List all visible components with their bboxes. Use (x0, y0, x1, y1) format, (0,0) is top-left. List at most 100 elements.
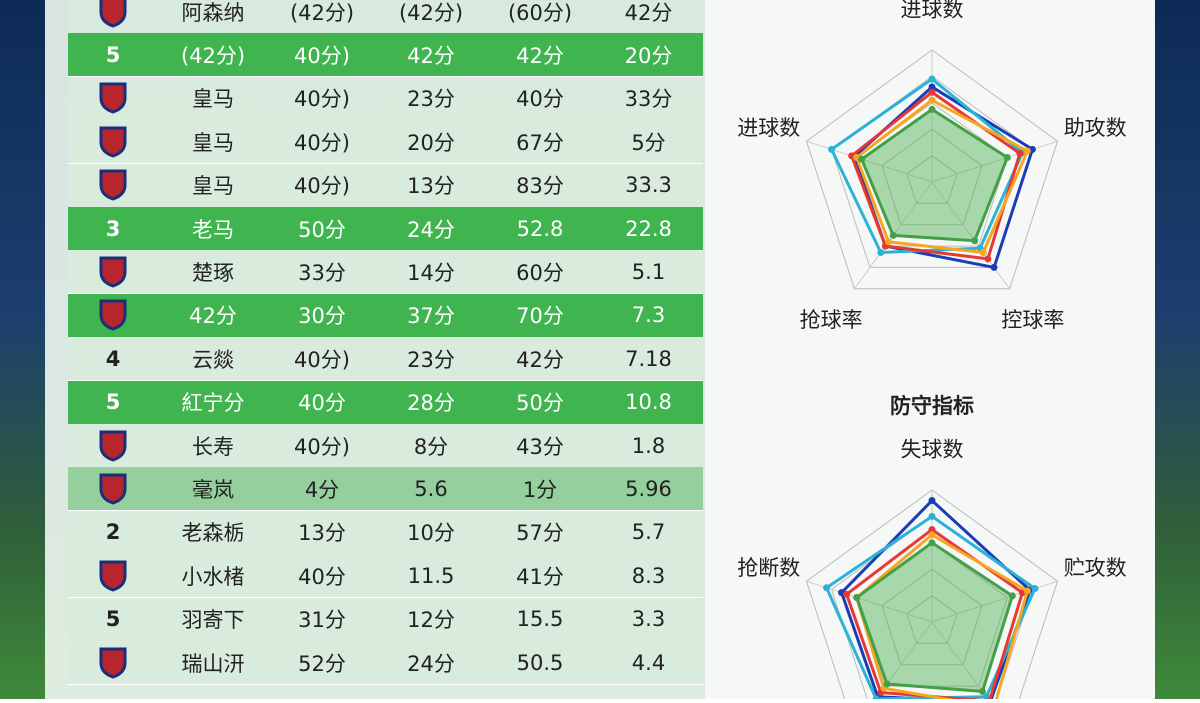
crest-icon (99, 560, 127, 592)
table-cell: 40分 (268, 387, 376, 417)
radar-axis-label: 失球数 (901, 437, 964, 461)
table-cell: 10分 (376, 517, 486, 547)
table-cell: 40分) (268, 431, 376, 461)
table-cell: 阿森纳 (158, 0, 268, 27)
radar-point (853, 594, 860, 601)
table-cell: 皇马 (158, 83, 268, 113)
table-cell: 50分 (486, 387, 594, 417)
radar-point (929, 97, 936, 104)
table-cell: 40分) (268, 127, 376, 157)
table-cell: 4 (68, 347, 158, 371)
crest-icon (99, 126, 127, 158)
team-crest (68, 647, 158, 679)
radar-point (971, 237, 978, 244)
table-cell: 2 (68, 520, 158, 544)
radar-title: 防守指标 (890, 394, 974, 418)
radar-point (885, 238, 892, 245)
table-cell: 52分 (268, 648, 376, 678)
table-cell: (60分) (486, 0, 594, 27)
table-cell: 20分 (376, 127, 486, 157)
crest-icon (99, 430, 127, 462)
radar-panel: 进球数助攻数控球率抢球率进球数失球数贮攻数抢断数防守指标 (705, 0, 1155, 699)
table-cell: 83分 (486, 170, 594, 200)
table-cell: 50.5 (486, 651, 594, 675)
table-cell: 11.5 (376, 564, 486, 588)
table-cell: 60分 (486, 257, 594, 287)
radar-point (929, 497, 936, 504)
radar-point (823, 584, 830, 591)
team-crest (68, 473, 158, 505)
team-crest (68, 560, 158, 592)
table-cell: 3 (68, 217, 158, 241)
table-cell: 8分 (376, 431, 486, 461)
table-cell: 5分 (594, 127, 703, 157)
table-cell: 40分) (268, 344, 376, 374)
radar-point (858, 156, 865, 163)
radar-point (1009, 592, 1016, 599)
table-cell: 10.8 (594, 390, 703, 414)
table-cell: 7.3 (594, 303, 703, 327)
radar-point (1031, 585, 1038, 592)
crest-icon (99, 0, 127, 28)
table-cell: 24分 (376, 648, 486, 678)
radar-axis-label: 进球数 (901, 0, 964, 21)
table-cell: 皇马 (158, 127, 268, 157)
team-crest (68, 169, 158, 201)
table-cell: 37分 (376, 300, 486, 330)
radar-point (1024, 587, 1031, 594)
radar-point (929, 76, 936, 83)
radar-point (890, 232, 897, 239)
table-cell: 42分 (594, 0, 703, 27)
radar-point (877, 249, 884, 256)
table-cell: 13分 (376, 170, 486, 200)
table-cell: 42分 (486, 344, 594, 374)
radar-axis-label: 助攻数 (1064, 116, 1127, 140)
table-cell: 28分 (376, 387, 486, 417)
table-cell: 40分 (268, 561, 376, 591)
table-cell: 云燚 (158, 344, 268, 374)
radar-axis-label: 抢断数 (737, 556, 800, 580)
radar-point (1004, 154, 1011, 161)
radar-point (929, 531, 936, 538)
crest-icon (99, 256, 127, 288)
radar-point (1016, 150, 1023, 157)
table-cell: 5.96 (594, 477, 703, 501)
table-cell: 67分 (486, 127, 594, 157)
table-cell: 57分 (486, 517, 594, 547)
table-cell: 老森栃 (158, 517, 268, 547)
table-cell: 22.8 (594, 217, 703, 241)
radar-point (979, 688, 986, 695)
radar-point (929, 106, 936, 113)
table-row: 阿森纳(42分)(42分)(60分)42分 (68, 0, 703, 34)
table-cell: (42分) (268, 0, 376, 27)
table-cell: 1.8 (594, 434, 703, 458)
table-cell: 40分) (268, 170, 376, 200)
table-cell: (42分) (158, 40, 268, 70)
team-crest (68, 430, 158, 462)
table-cell: 52.8 (486, 217, 594, 241)
radar-point (929, 513, 936, 520)
table-cell: 7.18 (594, 347, 703, 371)
crest-icon (99, 169, 127, 201)
team-crest (68, 82, 158, 114)
table-cell: 楚琢 (158, 257, 268, 287)
crest-icon (99, 299, 127, 331)
radar-point (1024, 147, 1031, 154)
table-cell: 40分) (268, 40, 376, 70)
table-cell: 70分 (486, 300, 594, 330)
table-cell: 40分) (268, 83, 376, 113)
table-cell: 42分 (158, 300, 268, 330)
table-cell: 24分 (376, 214, 486, 244)
crest-icon (99, 82, 127, 114)
table-cell: 皇马 (158, 170, 268, 200)
